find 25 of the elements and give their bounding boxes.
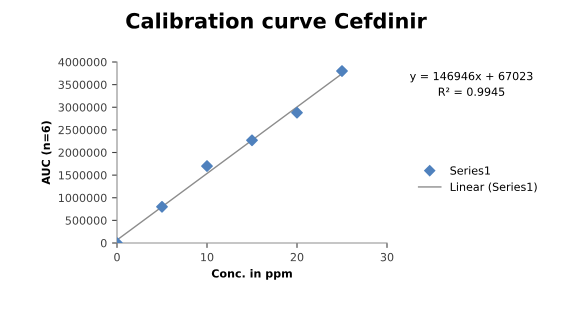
y-tick-label: 0: [100, 238, 107, 248]
y-tick-label: 4000000: [58, 58, 107, 66]
y-tick-label: 2000000: [58, 148, 107, 157]
point: [291, 106, 303, 119]
x-tick-label: 20: [290, 252, 304, 262]
y-tick-label: 2500000: [58, 126, 107, 134]
point: [246, 134, 258, 146]
chart-title: Calibration curve Cefdinir: [126, 12, 427, 29]
x-tick-label: 10: [201, 252, 214, 262]
text: R² = 0.9945: [438, 88, 504, 96]
point: [201, 160, 213, 172]
point: [156, 200, 168, 213]
x-tick-label: 30: [380, 252, 394, 262]
y-tick-label: 1500000: [59, 171, 107, 180]
point: [336, 65, 348, 77]
y-tick-label: 1000000: [59, 194, 107, 202]
y-tick-label: 3000000: [58, 103, 107, 112]
legend-label: Linear (Series1): [450, 182, 537, 192]
y-tick-label: 3500000: [58, 80, 107, 90]
legend-label: Series1: [450, 166, 490, 175]
x-axis-title: Conc. in ppm: [212, 269, 292, 280]
y-tick-label: 500000: [66, 216, 107, 225]
text: y = 146946x + 67023: [410, 72, 532, 82]
y-axis-title: AUC (n=6): [41, 121, 52, 185]
x-tick-label: 0: [114, 252, 120, 262]
